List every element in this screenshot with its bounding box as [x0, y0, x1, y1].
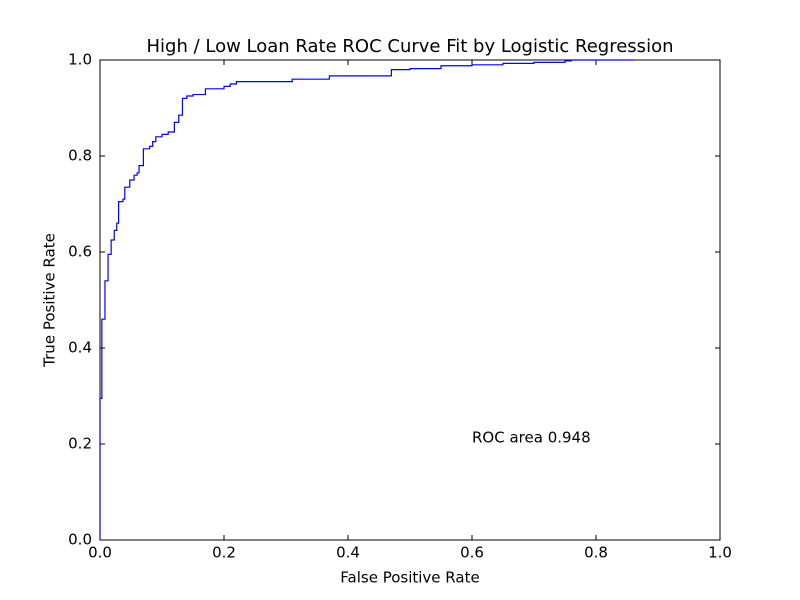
- y-tick-label: 0.0: [68, 531, 92, 549]
- x-tick-label: 0.8: [584, 544, 608, 562]
- y-tick-label: 0.4: [68, 339, 92, 357]
- chart-title: High / Low Loan Rate ROC Curve Fit by Lo…: [146, 36, 673, 57]
- y-tick-label: 0.6: [68, 243, 92, 261]
- x-tick-label: 0.0: [88, 544, 112, 562]
- y-tick-label: 0.2: [68, 435, 92, 453]
- x-tick-label: 0.2: [212, 544, 236, 562]
- roc-curve: [99, 59, 634, 540]
- y-axis-label: True Positive Rate: [41, 233, 59, 368]
- y-tick-label: 0.8: [68, 147, 92, 165]
- y-tick-label: 1.0: [68, 51, 92, 69]
- x-tick-label: 0.4: [336, 544, 360, 562]
- x-axis-label: False Positive Rate: [340, 569, 479, 587]
- x-tick-label: 1.0: [708, 544, 732, 562]
- plot-frame: [99, 59, 721, 541]
- annotation: ROC area 0.948: [472, 429, 591, 447]
- x-tick-label: 0.6: [460, 544, 484, 562]
